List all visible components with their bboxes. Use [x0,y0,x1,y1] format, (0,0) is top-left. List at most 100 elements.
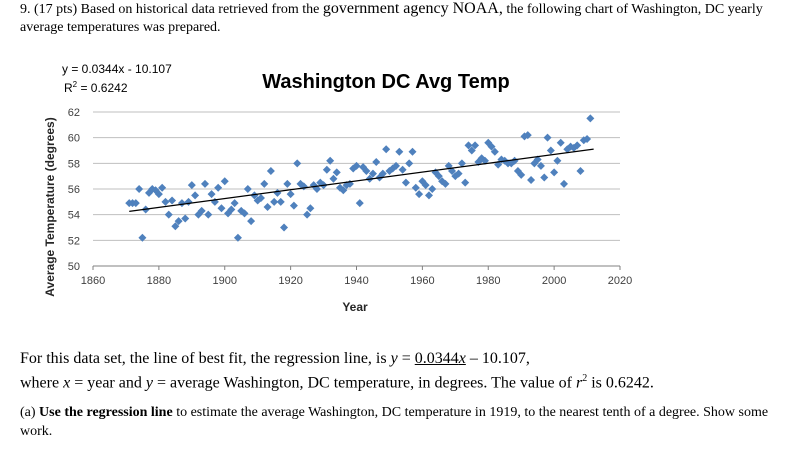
intro-text-end: the following chart of Washington, DC ye… [20,2,763,35]
data-point [550,168,559,177]
data-point [368,169,377,178]
data-point [392,161,401,170]
data-point [247,217,256,226]
y-tick-label: 50 [68,261,80,273]
data-point [527,176,536,185]
x-tick-label: 1880 [147,275,171,287]
data-point [164,210,173,219]
data-point [451,172,460,181]
data-point [487,142,496,151]
intro-text-agency: government agency NOAA, [322,0,503,17]
x-tick-label: 1900 [213,275,237,287]
data-point [352,161,361,170]
x-tick-label: 2020 [608,275,632,287]
r-squared-label: R2 = 0.6242 [64,80,128,95]
data-point [204,210,213,219]
y-tick-label: 52 [68,235,80,247]
x-tick-label: 1960 [410,275,434,287]
data-point [543,133,552,142]
data-point [385,167,394,176]
data-point [283,179,292,188]
data-point [266,167,275,176]
data-point [280,223,289,232]
data-point [401,178,410,187]
question-number: 9. (17 pts) [20,2,78,17]
data-point [497,155,506,164]
data-point [586,114,595,123]
data-point [583,134,592,143]
data-point [177,199,186,208]
data-point [546,146,555,155]
part-a-text: to estimate the average Washington, DC t… [20,405,769,439]
data-point [536,161,545,170]
data-point [138,233,147,242]
data-point [355,199,364,208]
data-point [490,147,499,156]
data-point [322,165,331,174]
data-point [243,185,252,193]
data-point [421,181,430,190]
y-tick-label: 58 [68,158,80,170]
data-point [181,214,190,223]
part-a-label: (a) [20,405,40,420]
data-point [556,138,565,147]
data-point [332,168,341,177]
data-point [184,197,193,206]
data-point [303,210,312,219]
data-point [286,190,295,199]
y-tick-label: 56 [68,184,80,196]
x-axis-title: Year [342,300,368,314]
data-point [576,167,585,176]
data-point [339,186,348,195]
data-point [200,179,209,188]
data-point [168,196,177,205]
x-axis-ticks: 1860 1880 1900 1920 1940 1960 1980 2000 2020 [81,266,632,287]
y-tick-label: 54 [68,210,80,222]
data-point [382,145,391,154]
trendline [129,148,594,212]
data-point [306,204,315,213]
data-point [448,167,457,176]
data-point [131,199,140,208]
paragraph-line-2: where x = year and y = average Washingto… [20,373,654,392]
data-point [276,197,285,206]
data-point [220,177,229,186]
data-point [415,190,424,199]
data-point [263,202,272,211]
data-point [174,217,183,226]
data-point [250,191,259,200]
data-point [260,179,269,188]
x-tick-label: 1940 [344,275,368,287]
y-tick-label: 60 [68,133,80,145]
data-point [510,156,519,165]
data-point [154,190,163,199]
data-point [457,159,466,168]
data-point [408,147,417,156]
regression-equation: y = 0.0344x - 10.107 [62,62,172,76]
data-point [270,197,279,206]
data-point [467,146,476,155]
paragraph-line-1: For this data set, the line of best fit,… [20,350,530,367]
data-point [454,169,463,178]
x-tick-label: 2000 [542,275,566,287]
data-point [434,172,443,181]
data-point [441,179,450,188]
data-point [227,205,236,214]
data-point [214,183,223,192]
data-point [378,169,387,178]
data-point [273,188,282,197]
chart-title: Washington DC Avg Temp [262,71,509,93]
y-tick-label: 62 [68,107,80,119]
data-point [256,193,265,202]
data-point [540,173,549,182]
data-point [217,204,226,213]
x-tick-label: 1920 [278,275,302,287]
data-point [293,159,302,168]
data-point [461,178,470,187]
data-point [372,158,381,167]
data-point [398,165,407,174]
y-axis-ticks: 50 52 54 56 58 60 62 [68,107,80,273]
data-point [428,185,437,193]
scatter-chart: 1860 1880 1900 1920 1940 1960 1980 2000 2020 505… [43,62,632,314]
data-points [125,114,595,242]
